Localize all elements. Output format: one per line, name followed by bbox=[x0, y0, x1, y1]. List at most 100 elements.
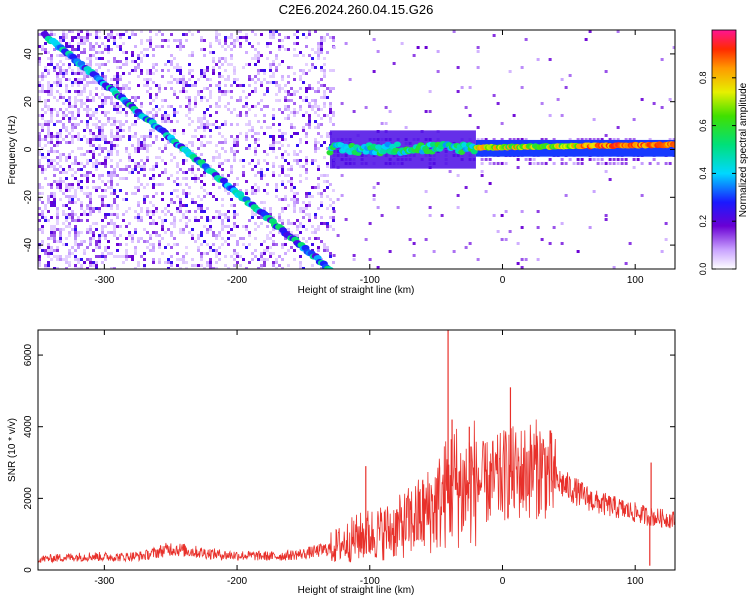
spectrogram-cell bbox=[68, 186, 71, 189]
spectrogram-cell bbox=[248, 75, 251, 78]
spectrogram-cell bbox=[149, 177, 152, 180]
spectrogram-cell bbox=[344, 42, 348, 45]
spectrogram-cell bbox=[116, 249, 119, 252]
spectrogram-cell bbox=[173, 129, 176, 132]
spectrogram-cell bbox=[62, 258, 65, 261]
spectrogram-cell bbox=[323, 249, 326, 252]
spectrogram-cell bbox=[170, 255, 173, 258]
spectrogram-cell bbox=[140, 30, 143, 33]
spectrogram-cell bbox=[191, 135, 194, 138]
spectrogram-cell bbox=[74, 78, 77, 81]
spectrogram-cell bbox=[113, 201, 116, 204]
spectrogram-cell bbox=[107, 150, 110, 153]
spectrogram-cell bbox=[251, 258, 254, 261]
spectrogram-cell bbox=[275, 243, 278, 246]
spectrogram-cell bbox=[173, 111, 176, 114]
spectrogram-cell bbox=[257, 225, 260, 228]
spectrogram-cell bbox=[59, 258, 62, 261]
spectrogram-cell bbox=[41, 216, 44, 219]
spectrogram-cell bbox=[41, 243, 44, 246]
spectrogram-cell bbox=[242, 105, 245, 108]
spectrogram-cell bbox=[83, 165, 86, 168]
spectrogram-cell bbox=[107, 120, 110, 123]
spectrogram-cell bbox=[56, 222, 59, 225]
spectrogram-cell bbox=[59, 84, 62, 87]
spectrogram-cell bbox=[89, 228, 92, 231]
spectrogram-cell bbox=[140, 159, 143, 162]
spectrogram-cell bbox=[95, 207, 98, 210]
spectrogram-cell bbox=[412, 254, 416, 257]
spectrogram-cell bbox=[164, 261, 167, 264]
spectrogram-cell bbox=[53, 33, 56, 36]
snr-frame bbox=[37, 329, 676, 571]
spectrogram-cell bbox=[185, 96, 188, 99]
spectrogram-cell bbox=[305, 72, 308, 75]
spectrogram-cell bbox=[62, 30, 65, 33]
spectrogram-cell bbox=[155, 33, 158, 36]
spectrogram-cell bbox=[188, 231, 191, 234]
spectrogram-cell bbox=[71, 141, 74, 144]
spectrogram-cell bbox=[317, 108, 320, 111]
spectrogram-cell bbox=[71, 111, 74, 114]
spectrogram-cell bbox=[86, 150, 89, 153]
spectrogram-cell bbox=[230, 204, 233, 207]
spectrogram-ytick-label: 0 bbox=[23, 146, 34, 152]
spectrogram-cell bbox=[158, 261, 161, 264]
spectrogram-cell bbox=[468, 86, 472, 89]
spectrogram-cell bbox=[53, 144, 56, 147]
spectrogram-cell bbox=[272, 171, 275, 174]
spectrogram-cell bbox=[560, 242, 564, 245]
spectrogram-cell bbox=[191, 171, 194, 174]
spectrogram-cell bbox=[323, 84, 326, 87]
spectrogram-cell bbox=[239, 30, 242, 33]
spectrogram-cell bbox=[92, 114, 95, 117]
spectrogram-cell bbox=[104, 159, 107, 162]
spectrogram-cell bbox=[254, 153, 257, 156]
spectrogram-cell bbox=[104, 111, 107, 114]
spectrogram-cell bbox=[110, 96, 113, 99]
spectrogram-cell bbox=[197, 207, 200, 210]
spectrogram-cell bbox=[544, 162, 548, 165]
spectrogram-cell bbox=[122, 168, 125, 171]
spectrogram-cell bbox=[134, 45, 137, 48]
spectrogram-cell bbox=[71, 150, 74, 153]
spectrogram-cell bbox=[500, 138, 504, 141]
spectrogram-cell bbox=[492, 162, 496, 165]
spectrogram-cell bbox=[278, 87, 281, 90]
spectrogram-cell bbox=[137, 66, 140, 69]
spectrogram-cell bbox=[206, 78, 209, 81]
spectrogram-cell bbox=[62, 222, 65, 225]
spectrogram-cell bbox=[170, 63, 173, 66]
spectrogram-cell bbox=[173, 90, 176, 93]
spectrogram-cell bbox=[209, 141, 212, 144]
spectrogram-cell bbox=[41, 192, 44, 195]
spectrogram-cell bbox=[266, 225, 269, 228]
spectrogram-cell bbox=[155, 138, 158, 141]
spectrogram-cell bbox=[320, 201, 323, 204]
spectrogram-cell bbox=[269, 252, 272, 255]
spectrogram-cell bbox=[65, 219, 68, 222]
spectrogram-cell bbox=[239, 111, 242, 114]
spectrogram-cell bbox=[110, 129, 113, 132]
spectrogram-cell bbox=[116, 72, 119, 75]
spectrogram-cell bbox=[488, 158, 492, 161]
spectrogram-cell bbox=[251, 45, 254, 48]
spectrogram-cell bbox=[612, 158, 616, 161]
spectrogram-cell bbox=[284, 252, 287, 255]
spectrogram-cell bbox=[137, 63, 140, 66]
spectrogram-cell bbox=[122, 255, 125, 258]
spectrogram-cell bbox=[122, 177, 125, 180]
spectrogram-cell bbox=[323, 222, 326, 225]
spectrogram-cell bbox=[266, 168, 269, 171]
spectrogram-cell bbox=[155, 135, 158, 138]
spectrogram-cell bbox=[131, 69, 134, 72]
spectrogram-cell bbox=[65, 195, 68, 198]
spectrogram-cell bbox=[224, 42, 227, 45]
spectrogram-cell bbox=[329, 111, 332, 114]
spectrogram-cell bbox=[170, 222, 173, 225]
spectrogram-cell bbox=[296, 132, 299, 135]
spectrogram-cell bbox=[197, 177, 200, 180]
spectrogram-cell bbox=[80, 72, 83, 75]
spectrogram-cell bbox=[164, 87, 167, 90]
spectrogram-cell bbox=[86, 174, 89, 177]
